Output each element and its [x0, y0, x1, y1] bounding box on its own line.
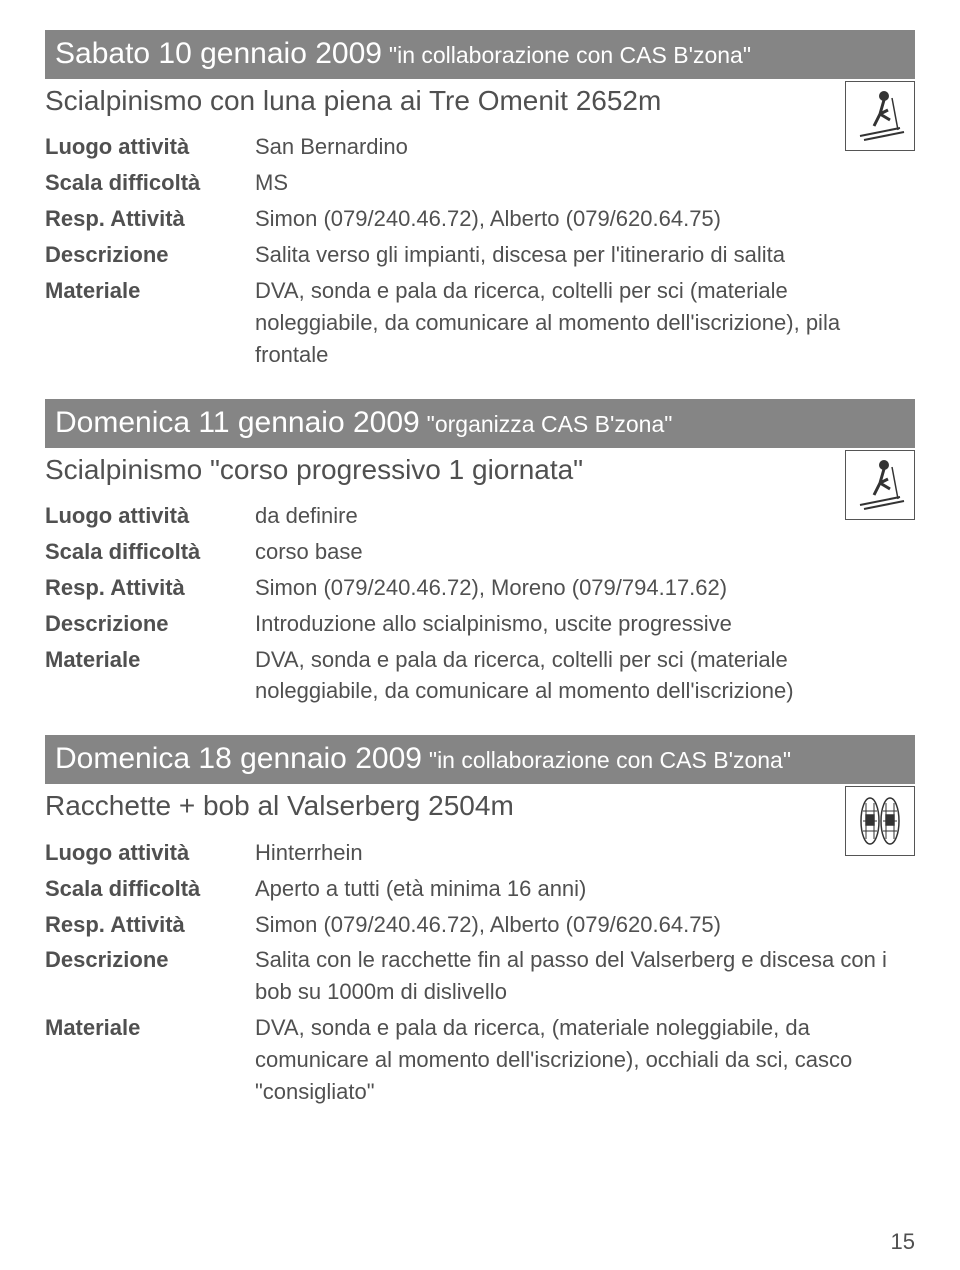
value-luogo: San Bernardino	[255, 131, 915, 163]
event-block: Domenica 18 gennaio 2009 "in collaborazi…	[45, 735, 915, 1108]
event-note: "organizza CAS B'zona"	[427, 411, 673, 437]
event-block: Domenica 11 gennaio 2009 "organizza CAS …	[45, 399, 915, 708]
event-date: Domenica 18 gennaio 2009	[55, 742, 422, 775]
label-descrizione: Descrizione	[45, 944, 255, 1008]
event-header: Domenica 18 gennaio 2009 "in collaborazi…	[45, 735, 915, 784]
event-fields: Luogo attività da definire Scala diffico…	[45, 500, 915, 707]
ski-touring-icon	[845, 81, 915, 151]
label-materiale: Materiale	[45, 275, 255, 371]
label-luogo: Luogo attività	[45, 131, 255, 163]
label-materiale: Materiale	[45, 1012, 255, 1108]
event-note: "in collaborazione con CAS B'zona"	[429, 747, 791, 773]
page-number: 15	[891, 1229, 915, 1255]
value-scala: Aperto a tutti (età minima 16 anni)	[255, 873, 915, 905]
event-fields: Luogo attività San Bernardino Scala diff…	[45, 131, 915, 370]
value-resp: Simon (079/240.46.72), Alberto (079/620.…	[255, 203, 915, 235]
ski-touring-icon	[845, 450, 915, 520]
label-resp: Resp. Attività	[45, 909, 255, 941]
event-header: Domenica 11 gennaio 2009 "organizza CAS …	[45, 399, 915, 448]
label-scala: Scala difficoltà	[45, 873, 255, 905]
value-resp: Simon (079/240.46.72), Alberto (079/620.…	[255, 909, 915, 941]
event-subtitle: Racchette + bob al Valserberg 2504m	[45, 788, 915, 824]
value-materiale: DVA, sonda e pala da ricerca, (materiale…	[255, 1012, 915, 1108]
subtitle-row: Racchette + bob al Valserberg 2504m	[45, 788, 915, 824]
value-descrizione: Salita con le racchette fin al passo del…	[255, 944, 915, 1008]
value-scala: MS	[255, 167, 915, 199]
label-scala: Scala difficoltà	[45, 536, 255, 568]
subtitle-row: Scialpinismo "corso progressivo 1 giorna…	[45, 452, 915, 488]
value-luogo: Hinterrhein	[255, 837, 915, 869]
value-materiale: DVA, sonda e pala da ricerca, coltelli p…	[255, 275, 915, 371]
value-scala: corso base	[255, 536, 915, 568]
label-resp: Resp. Attività	[45, 203, 255, 235]
subtitle-row: Scialpinismo con luna piena ai Tre Omeni…	[45, 83, 915, 119]
label-scala: Scala difficoltà	[45, 167, 255, 199]
value-descrizione: Salita verso gli impianti, discesa per l…	[255, 239, 915, 271]
snowshoe-icon	[845, 786, 915, 856]
value-materiale: DVA, sonda e pala da ricerca, coltelli p…	[255, 644, 915, 708]
event-date: Domenica 11 gennaio 2009	[55, 406, 420, 439]
label-materiale: Materiale	[45, 644, 255, 708]
event-block: Sabato 10 gennaio 2009 "in collaborazion…	[45, 30, 915, 371]
event-header: Sabato 10 gennaio 2009 "in collaborazion…	[45, 30, 915, 79]
label-luogo: Luogo attività	[45, 500, 255, 532]
label-descrizione: Descrizione	[45, 608, 255, 640]
event-subtitle: Scialpinismo con luna piena ai Tre Omeni…	[45, 83, 915, 119]
value-descrizione: Introduzione allo scialpinismo, uscite p…	[255, 608, 915, 640]
value-luogo: da definire	[255, 500, 915, 532]
event-fields: Luogo attività Hinterrhein Scala diffico…	[45, 837, 915, 1108]
label-descrizione: Descrizione	[45, 239, 255, 271]
event-note: "in collaborazione con CAS B'zona"	[389, 42, 751, 68]
event-date: Sabato 10 gennaio 2009	[55, 37, 382, 70]
label-resp: Resp. Attività	[45, 572, 255, 604]
value-resp: Simon (079/240.46.72), Moreno (079/794.1…	[255, 572, 915, 604]
event-subtitle: Scialpinismo "corso progressivo 1 giorna…	[45, 452, 915, 488]
label-luogo: Luogo attività	[45, 837, 255, 869]
